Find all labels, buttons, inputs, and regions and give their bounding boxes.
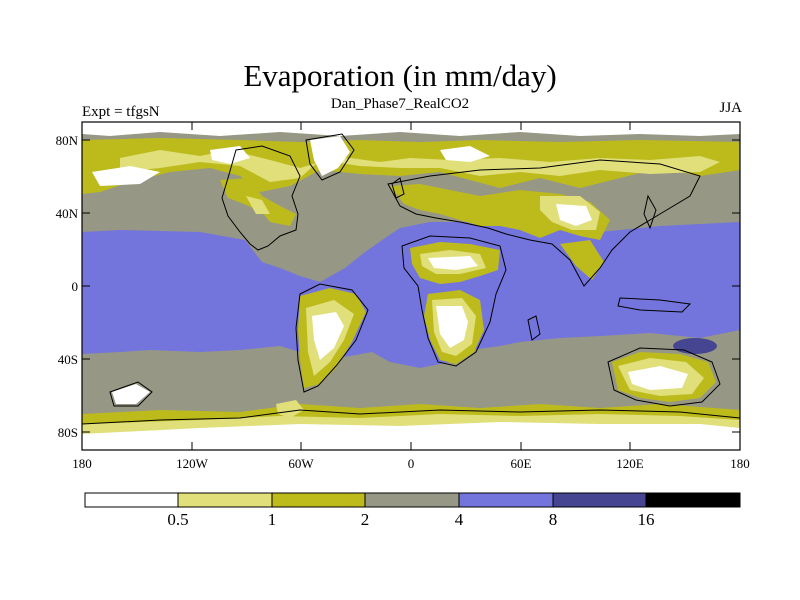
evap-8-16-spot (673, 338, 717, 354)
lon-label-60w: 60W (288, 456, 314, 471)
patagonia-very-dry (276, 400, 304, 418)
antarctic-white (82, 422, 740, 450)
coast-australia (607, 347, 721, 407)
arctic-white-4 (440, 146, 490, 162)
label-bar-value-16: 16 (638, 510, 655, 529)
lon-label-180-west: 180 (72, 456, 92, 471)
label-bar-value-8: 8 (549, 510, 558, 529)
lon-label-120e: 120E (616, 456, 644, 471)
label-bar-box-1 (84, 492, 179, 508)
coast-eurasia (387, 159, 701, 287)
coast-greenland (305, 133, 355, 181)
label-bar (84, 492, 741, 508)
lat-label-80n: 80N (56, 133, 79, 148)
lon-label-120w: 120W (176, 456, 209, 471)
label-bar-box-6 (552, 492, 647, 508)
coast-indonesia (617, 297, 692, 313)
greenland-white (310, 136, 350, 176)
label-bar-value-2: 2 (361, 510, 370, 529)
lat-label-40n: 40N (56, 206, 79, 221)
india-dry (560, 240, 604, 280)
arctic-white-2 (92, 166, 160, 186)
label-bar-value-0-5: 0.5 (167, 510, 188, 529)
lat-label-80s: 80S (58, 425, 78, 440)
lat-label-0: 0 (72, 279, 79, 294)
sahara-white (428, 256, 478, 270)
coast-japan (643, 194, 657, 230)
season-label: JJA (719, 100, 742, 116)
map-title: Evaporation (in mm/day) (243, 58, 557, 93)
lon-label-180-east: 180 (730, 456, 750, 471)
lon-ticks (81, 122, 741, 450)
label-bar-labels: 0.5 1 2 4 8 16 (167, 510, 654, 529)
samerica-white (312, 312, 344, 360)
coast-madagascar (527, 315, 541, 341)
arctic-white-3 (210, 146, 250, 164)
label-bar-box-3 (271, 492, 366, 508)
arctic-very-dry (120, 150, 720, 182)
lon-label-60e: 60E (511, 456, 532, 471)
coast-antarctica (82, 409, 740, 425)
lon-labels: 180 120W 60W 0 60E 120E 180 (72, 456, 750, 471)
namerica-very-dry (246, 196, 270, 214)
label-bar-value-1: 1 (268, 510, 277, 529)
lat-label-40s: 40S (58, 352, 78, 367)
evaporation-field (82, 122, 740, 450)
coast-new-zealand (109, 381, 153, 407)
coast-uk (391, 177, 405, 199)
label-bar-box-2 (177, 492, 273, 508)
coastlines (82, 133, 740, 425)
australia-white (628, 366, 688, 390)
lon-label-0: 0 (408, 456, 415, 471)
coast-south-america (295, 283, 369, 393)
lat-labels: 80N 40N 0 40S 80S (56, 133, 79, 440)
label-bar-box-4 (364, 492, 460, 508)
label-bar-box-5 (458, 492, 554, 508)
asia-white (556, 204, 592, 226)
map-subtitle: Dan_Phase7_RealCO2 (330, 96, 470, 112)
label-bar-box-7 (645, 492, 741, 508)
experiment-label: Expt = tfgsN (82, 104, 160, 120)
lat-ticks (82, 139, 740, 433)
label-bar-value-4: 4 (455, 510, 464, 529)
coast-north-america (221, 145, 301, 251)
nz-white (112, 384, 150, 404)
safrica-white (436, 306, 468, 348)
coast-africa (401, 235, 507, 367)
